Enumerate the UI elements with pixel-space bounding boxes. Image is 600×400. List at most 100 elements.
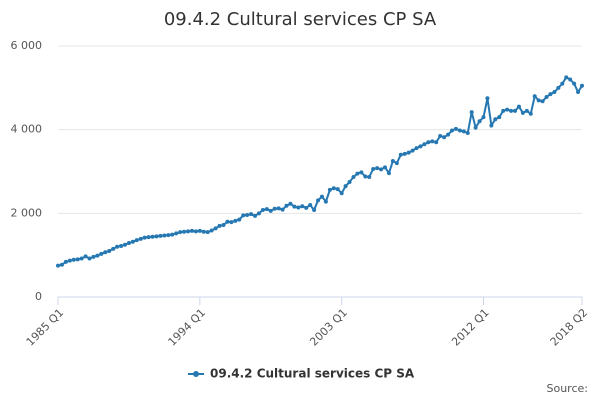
data-point xyxy=(67,258,72,263)
data-point xyxy=(339,191,344,196)
data-point xyxy=(75,257,80,262)
y-tick-label: 4 000 xyxy=(11,123,43,136)
x-tick-label: 2018 Q2 xyxy=(548,306,591,349)
data-point xyxy=(580,83,584,88)
data-point xyxy=(390,159,395,164)
data-point xyxy=(453,126,458,131)
data-point xyxy=(134,238,139,243)
data-point xyxy=(264,207,269,212)
data-point xyxy=(536,98,541,103)
data-point xyxy=(532,94,537,99)
data-point xyxy=(288,201,293,206)
data-point xyxy=(103,250,108,255)
data-point xyxy=(469,110,474,115)
data-point xyxy=(371,166,376,171)
data-point xyxy=(572,81,577,86)
data-point xyxy=(111,246,116,251)
data-point xyxy=(201,229,206,234)
data-point xyxy=(300,204,305,209)
data-point xyxy=(379,167,384,172)
data-point xyxy=(99,251,104,256)
data-point xyxy=(556,85,561,90)
data-point xyxy=(343,184,348,189)
data-point xyxy=(292,204,297,209)
data-point xyxy=(122,242,127,247)
data-point xyxy=(130,239,135,244)
x-tick-label: 2003 Q1 xyxy=(307,306,350,349)
data-point xyxy=(154,234,159,239)
data-point xyxy=(260,207,265,212)
data-point xyxy=(272,206,277,211)
x-tick-label: 1994 Q1 xyxy=(166,306,209,349)
data-point xyxy=(402,151,407,156)
data-point xyxy=(217,223,222,228)
data-point xyxy=(481,115,486,120)
data-point xyxy=(568,77,573,82)
data-point xyxy=(351,174,356,179)
x-tick-label: 2012 Q1 xyxy=(449,306,492,349)
data-point xyxy=(497,115,502,120)
data-point xyxy=(126,241,131,246)
data-point xyxy=(398,152,403,157)
data-point xyxy=(544,95,549,100)
data-point xyxy=(56,263,60,268)
data-point xyxy=(386,171,391,176)
data-point xyxy=(347,179,352,184)
data-point xyxy=(524,108,529,113)
data-point xyxy=(446,132,451,137)
data-point xyxy=(119,243,124,248)
data-point xyxy=(363,174,368,179)
legend-label: 09.4.2 Cultural services CP SA xyxy=(210,367,415,381)
data-point xyxy=(59,262,64,267)
data-point xyxy=(83,254,88,259)
data-point xyxy=(146,235,151,240)
data-point xyxy=(528,111,533,116)
data-point xyxy=(107,248,112,253)
data-point xyxy=(552,90,557,95)
data-point xyxy=(493,117,498,122)
data-point xyxy=(438,133,443,138)
data-point xyxy=(221,223,226,228)
data-point xyxy=(193,229,198,234)
data-point xyxy=(182,229,187,234)
data-point xyxy=(383,165,388,170)
data-point xyxy=(410,148,415,153)
data-point xyxy=(213,226,218,231)
data-point xyxy=(162,233,167,238)
data-point xyxy=(319,194,324,199)
data-point xyxy=(516,104,521,109)
data-point xyxy=(449,128,454,133)
data-point xyxy=(79,256,84,261)
data-point xyxy=(414,146,419,151)
data-point xyxy=(186,229,191,234)
data-point xyxy=(284,203,289,208)
data-point xyxy=(394,161,399,166)
data-point xyxy=(316,198,321,203)
data-point xyxy=(485,96,490,101)
data-point xyxy=(63,259,68,264)
data-point xyxy=(473,125,478,130)
data-point xyxy=(268,208,273,213)
data-point xyxy=(308,202,313,207)
data-point xyxy=(241,213,246,218)
data-point xyxy=(367,174,372,179)
data-point xyxy=(564,75,569,80)
data-point xyxy=(95,253,100,258)
data-point xyxy=(142,235,147,240)
data-point xyxy=(434,140,439,145)
data-point xyxy=(229,220,234,225)
data-point xyxy=(323,199,328,204)
data-point xyxy=(304,205,309,210)
data-point xyxy=(548,92,553,97)
data-point xyxy=(461,129,466,134)
data-point xyxy=(150,234,155,239)
data-point xyxy=(375,166,380,171)
data-point xyxy=(225,219,230,224)
data-point xyxy=(91,254,96,259)
data-point xyxy=(576,90,581,95)
source: Source: xyxy=(547,382,589,395)
data-point xyxy=(418,144,423,149)
data-point xyxy=(406,150,411,155)
data-point xyxy=(166,233,171,238)
data-point xyxy=(158,233,163,238)
